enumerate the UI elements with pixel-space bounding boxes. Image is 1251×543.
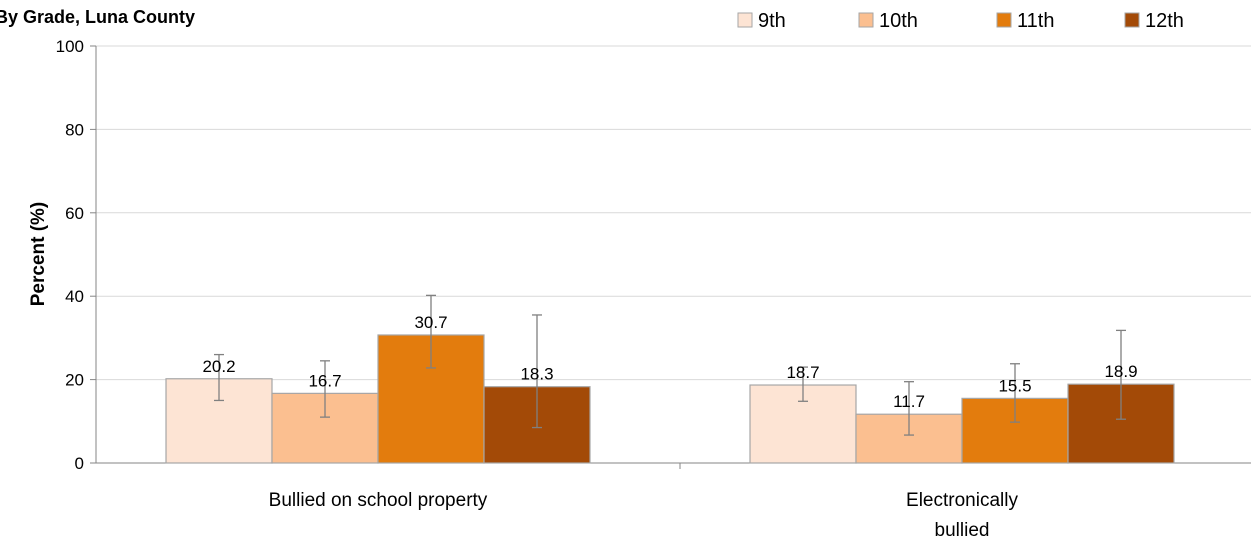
legend-swatch-10th: [858, 12, 874, 28]
legend-swatch-11th: [996, 12, 1012, 28]
category-label: bullied: [935, 520, 990, 541]
category-labels: Bullied on school property Electronically…: [269, 490, 1019, 541]
data-label-11th-1: 15.5: [998, 376, 1031, 395]
legend-label-11th: 11th: [1017, 10, 1054, 32]
data-labels: 20.2 16.7 30.7 18.3 18.7 11.7 15.5 18.9: [202, 313, 1137, 411]
data-label-9th-0: 20.2: [202, 357, 235, 376]
grid-lines: [96, 45, 1251, 381]
y-tick-labels: 0 20 40 60 80 100: [56, 37, 84, 473]
y-tick-label: 80: [65, 120, 84, 139]
legend-label-9th: 9th: [758, 10, 786, 32]
data-label-11th-0: 30.7: [414, 313, 447, 332]
chart-title: By Grade, Luna County: [0, 7, 195, 27]
legend-swatch-12th: [1124, 12, 1140, 28]
data-label-12th-1: 18.9: [1104, 362, 1137, 381]
y-tick-label: 100: [56, 37, 84, 56]
data-label-9th-1: 18.7: [786, 363, 819, 382]
y-tick-label: 60: [65, 204, 84, 223]
legend-label-12th: 12th: [1145, 10, 1184, 32]
category-label: Electronically: [906, 490, 1018, 511]
legend-label-10th: 10th: [879, 10, 918, 32]
data-label-12th-0: 18.3: [520, 365, 553, 384]
y-tick-label: 20: [65, 371, 84, 390]
bars: [165, 334, 1175, 464]
legend-swatch-9th: [737, 12, 753, 28]
data-label-10th-0: 16.7: [308, 371, 341, 390]
y-tick-label: 0: [75, 454, 84, 473]
legend: 9th 10th 11th 12th: [737, 10, 1184, 32]
data-label-10th-1: 11.7: [893, 392, 925, 411]
category-label: Bullied on school property: [269, 490, 488, 511]
y-axis-label: Percent (%): [28, 202, 49, 307]
error-bars: [214, 294, 1126, 436]
y-tick-label: 40: [65, 287, 84, 306]
